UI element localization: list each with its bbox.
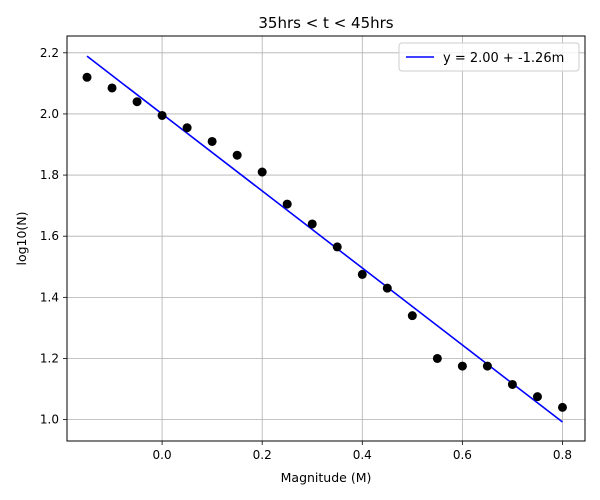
y-tick-label: 1.2 (40, 351, 59, 365)
legend-label-fit-line: y = 2.00 + -1.26m (443, 51, 564, 66)
y-tick-label: 1.8 (40, 168, 59, 182)
legend-box (398, 42, 580, 72)
data-point (332, 242, 342, 252)
data-point (357, 269, 367, 279)
legend: y = 2.00 + -1.26m (398, 42, 580, 72)
x-tick-label: 0.2 (253, 448, 272, 462)
data-point (182, 123, 192, 133)
y-tick-label: 2.0 (40, 107, 59, 121)
data-point (257, 167, 267, 177)
data-point (157, 110, 167, 120)
data-point (482, 361, 492, 371)
y-tick-label: 1.4 (40, 290, 59, 304)
grid (67, 36, 585, 441)
chart-title: 35hrs < t < 45hrs (258, 14, 393, 32)
data-point (207, 136, 217, 146)
y-tick-label: 2.2 (40, 46, 59, 60)
x-tick-label: 0.6 (453, 448, 472, 462)
data-point (82, 72, 92, 82)
y-tick-label: 1.6 (40, 229, 59, 243)
data-point (307, 219, 317, 229)
x-tick-label: 0.8 (553, 448, 572, 462)
data-point (557, 402, 567, 412)
x-tick-label: 0.4 (353, 448, 372, 462)
data-point (107, 83, 117, 93)
data-point (457, 361, 467, 371)
data-point (407, 311, 417, 321)
plot-area (82, 55, 567, 423)
data-point (132, 97, 142, 107)
data-point (232, 150, 242, 160)
x-axis-label: Magnitude (M) (281, 470, 372, 485)
axes-frame (66, 35, 586, 442)
data-point (382, 283, 392, 293)
data-point (532, 392, 542, 402)
y-axis-label: log10(N) (14, 211, 29, 265)
x-tick-label: 0.0 (153, 448, 172, 462)
axis-ticks: 0.0 0.2 0.4 0.6 0.8 1.0 1.2 1.4 1.6 1.8 2.0 2.2 (40, 46, 572, 462)
data-point (507, 379, 517, 389)
data-point (432, 353, 442, 363)
y-tick-label: 1.0 (40, 413, 59, 427)
data-point (282, 199, 292, 209)
